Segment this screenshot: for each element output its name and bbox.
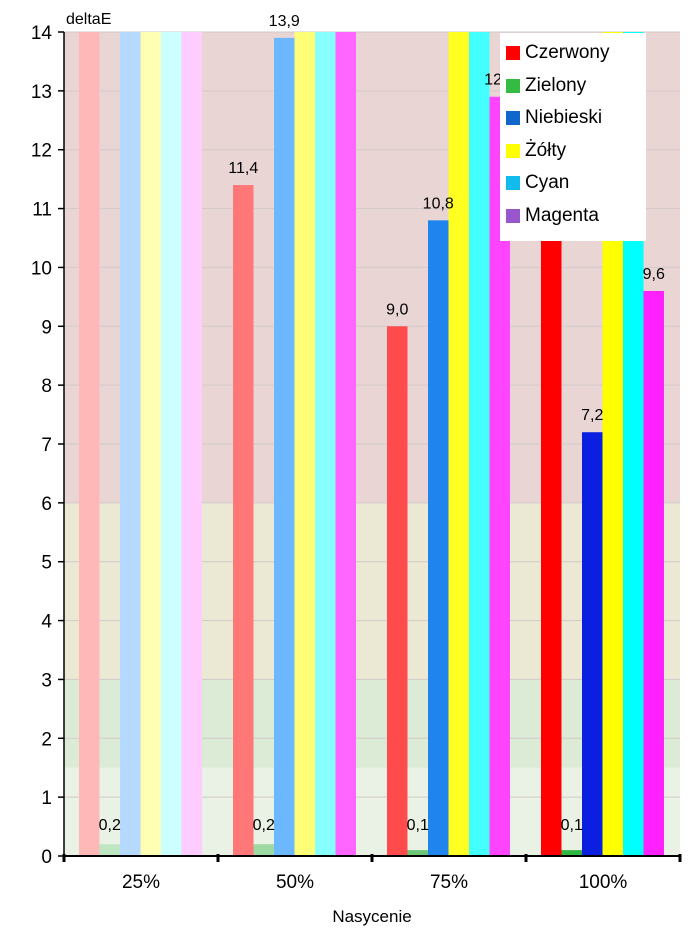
bar-niebieski-100pct (582, 432, 603, 856)
y-tick-label: 9 (41, 317, 52, 338)
y-tick-label: 1 (41, 788, 52, 809)
legend-item-żółty: Żółty (506, 135, 646, 168)
bar-niebieski-50pct (274, 37, 295, 856)
legend-swatch (506, 111, 520, 126)
legend-label: Żółty (525, 139, 567, 161)
bar-zielony-75pct (407, 850, 428, 856)
legend-label: Niebieski (525, 107, 603, 129)
data-label: 11,4 (228, 160, 258, 177)
bar-magenta-100pct (643, 290, 664, 856)
y-tick-label: 13 (31, 82, 52, 103)
bar-czerwony-50pct (233, 185, 254, 856)
x-tick-label: 25% (122, 872, 160, 893)
y-tick-label: 8 (41, 376, 52, 397)
y-tick-label: 10 (31, 258, 52, 279)
x-tick-label: 50% (276, 872, 314, 893)
x-tick-label: 75% (430, 872, 468, 893)
legend-item-niebieski: Niebieski (506, 102, 646, 135)
y-tick-label: 14 (31, 23, 53, 44)
bar-magenta-75pct (489, 96, 510, 856)
legend-item-czerwony: Czerwony (506, 37, 646, 70)
bar-czerwony-75pct (387, 326, 408, 856)
data-label: 9,0 (386, 301, 408, 318)
bar-żółty-75pct (448, 32, 469, 856)
bar-cyan-75pct (469, 32, 490, 856)
x-axis: 25% 50% 75% 100% (62, 854, 682, 893)
bar-czerwony-100pct (541, 226, 562, 856)
y-tick-label: 3 (41, 670, 52, 691)
bar-cyan-50pct (315, 32, 336, 856)
data-label: 10,8 (423, 195, 454, 212)
legend-label: Czerwony (525, 42, 610, 64)
y-tick-label: 2 (41, 729, 52, 750)
data-label: 0,1 (561, 817, 583, 834)
legend-item-zielony: Zielony (506, 70, 646, 103)
data-label: 7,2 (581, 407, 603, 424)
bar-zielony-25pct (99, 844, 120, 856)
data-label: 0,2 (99, 817, 121, 834)
legend-swatch (506, 176, 520, 191)
bar-czerwony-25pct (79, 32, 100, 856)
bar-cyan-25pct (161, 32, 182, 856)
legend-label: Zielony (525, 74, 587, 96)
data-label: 0,2 (253, 817, 275, 834)
bar-żółty-50pct (294, 32, 315, 856)
legend-swatch (506, 208, 520, 223)
bars (79, 32, 664, 857)
y-tick-label: 4 (41, 612, 52, 633)
bar-zielony-100pct (561, 850, 582, 856)
bar-niebieski-75pct (428, 220, 449, 857)
bar-magenta-25pct (181, 32, 202, 856)
data-label: 9,6 (643, 266, 665, 283)
bar-niebieski-25pct (120, 32, 141, 856)
y-axis-title: deltaE (66, 11, 111, 28)
legend-label: Magenta (525, 204, 599, 226)
data-label: 13,9 (269, 13, 300, 30)
bar-żółty-25pct (140, 32, 161, 856)
data-label: 0,1 (407, 817, 429, 834)
legend-label: Cyan (525, 172, 570, 194)
y-tick-label: 11 (32, 200, 52, 221)
x-axis-title: Nasycenie (332, 907, 411, 926)
x-tick-label: 100% (579, 872, 628, 893)
legend-item-magenta: Magenta (506, 200, 646, 233)
legend-swatch (506, 46, 520, 61)
legend-swatch (506, 78, 520, 93)
y-tick-label: 7 (41, 435, 52, 456)
y-tick-label: 0 (41, 847, 52, 868)
bar-magenta-50pct (335, 32, 356, 856)
legend-item-cyan: Cyan (506, 167, 646, 200)
legend: Czerwony Zielony Niebieski Żółty Cyan Magenta (500, 33, 646, 241)
y-tick-label: 6 (41, 494, 52, 515)
bar-zielony-50pct (253, 844, 274, 856)
legend-swatch (506, 143, 520, 158)
y-tick-label: 5 (41, 553, 52, 574)
y-tick-label: 12 (31, 141, 52, 162)
